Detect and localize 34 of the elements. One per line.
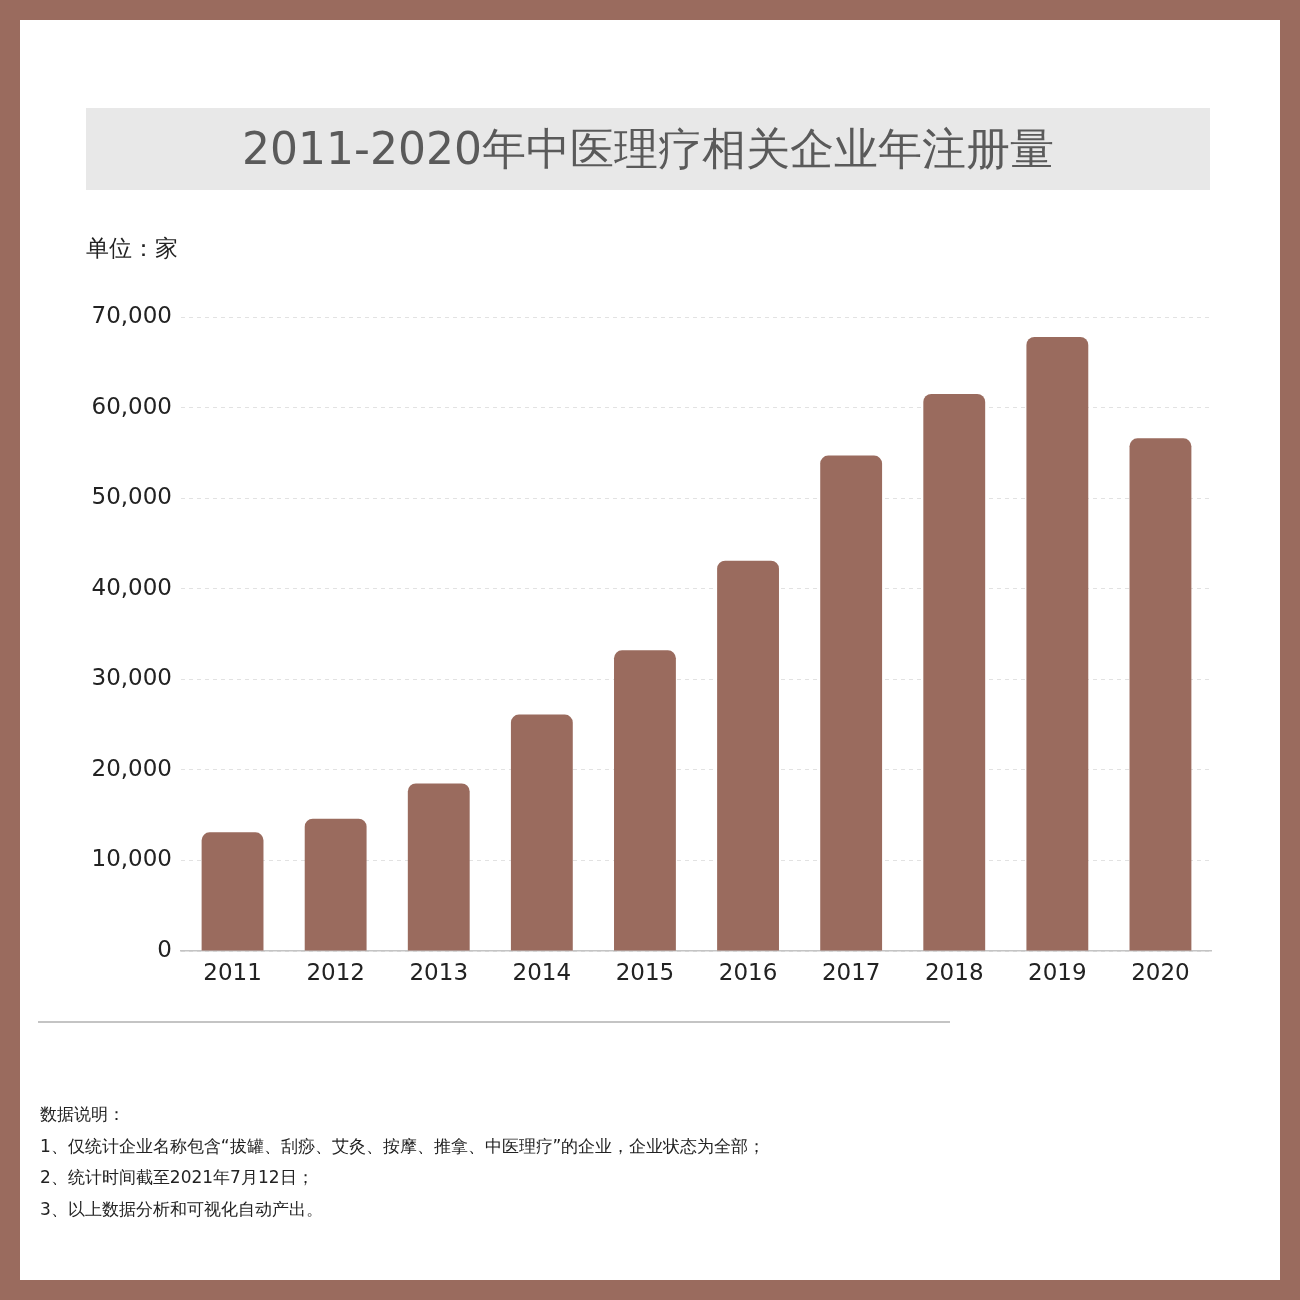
y-tick-label: 50,000 — [91, 483, 172, 510]
y-tick-label: 70,000 — [91, 301, 172, 328]
chart-title: 2011-2020年中医理疗相关企业年注册量 — [242, 121, 1054, 176]
x-tick-label: 2017 — [821, 958, 881, 985]
x-tick-label: 2016 — [718, 958, 778, 985]
bar — [820, 455, 883, 951]
y-tick-label: 40,000 — [91, 573, 172, 600]
y-axis-title: 单位：家 — [86, 234, 178, 263]
bar — [407, 783, 470, 951]
text: 数据说明： — [40, 1103, 126, 1126]
y-tick-label: 0 — [157, 935, 172, 962]
bar — [304, 818, 367, 951]
y-tick-label: 30,000 — [91, 664, 172, 691]
bar — [1129, 438, 1192, 951]
x-tick-label: 2018 — [924, 958, 984, 985]
bar — [1026, 336, 1089, 951]
bar — [614, 650, 676, 951]
bar — [201, 832, 264, 951]
x-tick-label: 2019 — [1028, 958, 1087, 985]
y-tick-label: 10,000 — [91, 845, 172, 872]
y-tick-label: 60,000 — [91, 392, 172, 419]
x-tick-label: 2015 — [615, 958, 675, 985]
bar — [923, 393, 986, 951]
x-tick-label: 2020 — [1131, 958, 1190, 985]
text: 2、统计时间截至2021年7月12日； — [40, 1166, 315, 1190]
text: 3、以上数据分析和可视化自动产出。 — [40, 1198, 324, 1222]
text: 1、仅统计企业名称包含“拔罐、刮痧、艾灸、按摩、推拿、中医理疗”的企业，企业状态为全部； — [40, 1134, 766, 1158]
y-tick-label: 20,000 — [91, 754, 172, 781]
x-tick-label: 2011 — [203, 958, 262, 985]
bar — [717, 560, 779, 951]
x-tick-label: 2013 — [409, 958, 469, 985]
x-tick-label: 2012 — [306, 958, 365, 985]
bar — [510, 714, 573, 951]
x-tick-label: 2014 — [512, 958, 572, 985]
